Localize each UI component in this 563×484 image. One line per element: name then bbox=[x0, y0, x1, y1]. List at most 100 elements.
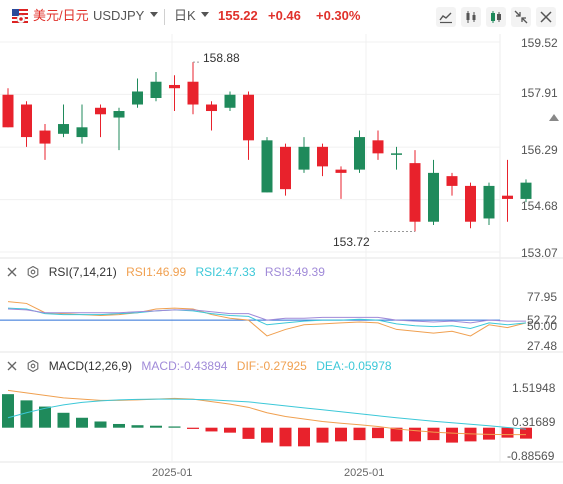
candle-body bbox=[224, 94, 236, 108]
macd-histogram-bar bbox=[409, 427, 421, 442]
macd-histogram-bar bbox=[2, 394, 14, 428]
macd-histogram-bar bbox=[20, 400, 33, 428]
candle-body bbox=[113, 111, 125, 118]
rsi1-value: RSI1:46.99 bbox=[126, 265, 187, 279]
macd-histogram-bar bbox=[427, 427, 440, 441]
candle-body bbox=[132, 91, 143, 105]
candle-body bbox=[409, 163, 421, 222]
ticker-symbol[interactable]: USDJPY bbox=[93, 8, 145, 23]
us-flag-icon bbox=[12, 9, 28, 23]
price-change-percent: +0.30% bbox=[316, 8, 361, 23]
rsi-title: RSI(7,14,21) bbox=[48, 265, 117, 279]
rsi-series-line bbox=[7, 308, 526, 324]
rsi-header: RSI(7,14,21) RSI1:46.99 RSI2:47.33 RSI3:… bbox=[6, 265, 331, 279]
candle-body bbox=[317, 146, 328, 167]
date-axis-label: 2025-01 bbox=[344, 467, 385, 479]
macd-histogram-bar bbox=[113, 423, 125, 428]
period-chevron-down-icon[interactable] bbox=[201, 12, 209, 17]
line-chart-button[interactable] bbox=[436, 7, 456, 27]
dif-line bbox=[7, 389, 526, 436]
macd-histogram-bar bbox=[57, 412, 70, 428]
macd-histogram-bar bbox=[483, 427, 495, 440]
candle-body bbox=[243, 94, 254, 141]
rsi-axis-label: 27.48 bbox=[527, 339, 558, 353]
rsi-axis-label: 50.00 bbox=[527, 319, 558, 333]
currency-pair-label[interactable]: 美元/日元 bbox=[33, 8, 89, 23]
candle-body bbox=[261, 140, 273, 193]
rsi2-value: RSI2:47.33 bbox=[195, 265, 256, 279]
candle-body bbox=[39, 130, 51, 144]
low-price-annotation: 153.72 bbox=[333, 235, 370, 249]
price-axis-label: 157.91 bbox=[521, 86, 558, 100]
macd-histogram-bar bbox=[131, 425, 144, 428]
dea-value: DEA:-0.05978 bbox=[316, 359, 392, 373]
rsi-series-line bbox=[7, 307, 527, 330]
macd-histogram-bar bbox=[76, 417, 88, 428]
divider bbox=[164, 9, 165, 25]
macd-axis-label: -0.88569 bbox=[507, 449, 555, 463]
rsi-series-line bbox=[7, 301, 527, 337]
price-axis-label: 153.07 bbox=[521, 246, 558, 260]
macd-histogram-bar bbox=[279, 427, 292, 447]
close-button[interactable] bbox=[536, 7, 556, 27]
macd-histogram-bar bbox=[446, 427, 458, 443]
rsi3-value: RSI3:49.39 bbox=[264, 265, 325, 279]
macd-histogram-bar bbox=[242, 427, 255, 439]
high-price-annotation: 158.88 bbox=[203, 51, 240, 65]
macd-histogram-bar bbox=[520, 427, 532, 439]
line-chart-icon bbox=[439, 12, 452, 24]
candle-body bbox=[76, 127, 88, 138]
candle-body bbox=[280, 146, 291, 190]
color-scheme-button[interactable] bbox=[486, 7, 506, 27]
dif-value: DIF:-0.27925 bbox=[236, 359, 307, 373]
hide-icon[interactable] bbox=[6, 266, 18, 278]
candle-body bbox=[520, 182, 532, 199]
date-axis-label: 2025-01 bbox=[152, 467, 193, 479]
close-icon bbox=[540, 11, 552, 23]
expand-axis-button[interactable] bbox=[547, 112, 561, 126]
candle-body bbox=[502, 195, 513, 199]
price-axis-label: 154.68 bbox=[521, 199, 558, 213]
gear-icon[interactable] bbox=[27, 360, 39, 372]
rsi-axis-label: 52.72 bbox=[527, 313, 558, 327]
rsi-axis-label: 77.95 bbox=[527, 290, 558, 304]
gear-icon[interactable] bbox=[27, 266, 39, 278]
macd-histogram-bar bbox=[187, 427, 199, 429]
collapse-button[interactable] bbox=[511, 7, 531, 27]
macd-histogram-bar bbox=[261, 427, 273, 443]
candle-body bbox=[206, 104, 217, 112]
collapse-up-icon bbox=[549, 114, 559, 121]
candle-body bbox=[58, 124, 69, 134]
candle-body bbox=[335, 169, 347, 173]
candlestick-button[interactable] bbox=[461, 7, 481, 27]
macd-axis-label: 0.31689 bbox=[512, 415, 556, 429]
macd-histogram-bar bbox=[316, 427, 329, 443]
candle-body bbox=[372, 140, 384, 154]
macd-histogram-bar bbox=[501, 427, 514, 438]
macd-histogram-bar bbox=[39, 406, 51, 428]
candlestick-icon bbox=[466, 11, 476, 23]
candle-body bbox=[446, 176, 458, 186]
macd-histogram-bar bbox=[372, 427, 384, 439]
macd-histogram-bar bbox=[464, 427, 477, 442]
period-selector[interactable]: 日K bbox=[174, 8, 196, 23]
macd-histogram-bar bbox=[353, 427, 366, 441]
hide-icon[interactable] bbox=[6, 360, 18, 372]
dea-line bbox=[7, 398, 527, 430]
candle-body bbox=[21, 104, 32, 138]
price-axis-label: 159.52 bbox=[521, 36, 558, 50]
candle-body bbox=[187, 81, 199, 105]
current-price: 155.22 bbox=[218, 8, 258, 23]
candle-body bbox=[428, 172, 439, 222]
candle-body bbox=[354, 137, 365, 170]
collapse-icon bbox=[514, 10, 528, 24]
macd-histogram-bar bbox=[150, 425, 162, 428]
price-axis-label: 156.29 bbox=[521, 143, 558, 157]
color-scheme-icon bbox=[491, 11, 501, 23]
candle-body bbox=[169, 84, 180, 89]
candle-body bbox=[483, 185, 495, 219]
pair-dropdown-chevron-down-icon[interactable] bbox=[150, 12, 158, 17]
price-change: +0.46 bbox=[268, 8, 301, 23]
